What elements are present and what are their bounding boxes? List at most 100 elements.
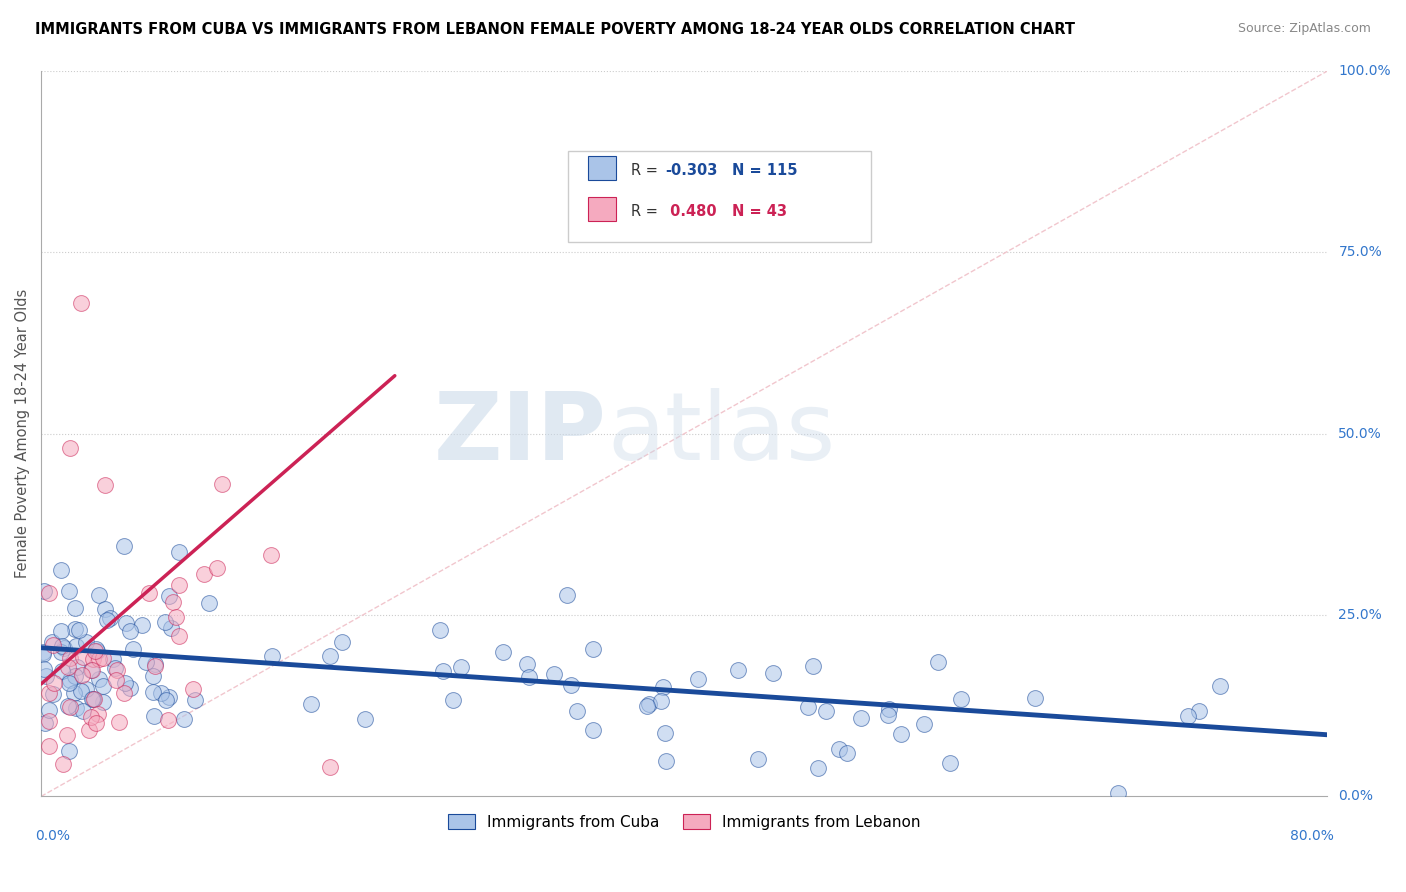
Point — [153, 615, 176, 629]
Point — [927, 655, 949, 669]
Text: -0.303: -0.303 — [665, 162, 717, 178]
Point — [143, 657, 166, 671]
Point — [429, 624, 451, 638]
Point — [51, 664, 73, 678]
Point — [567, 704, 589, 718]
Point — [142, 709, 165, 723]
Point — [160, 621, 183, 635]
Point — [77, 723, 100, 738]
Text: N = 115: N = 115 — [731, 162, 797, 178]
Point — [89, 651, 111, 665]
Point — [835, 746, 858, 760]
Point — [1188, 704, 1211, 718]
Point — [319, 649, 342, 664]
Point — [83, 691, 105, 706]
Point — [56, 660, 79, 674]
Point — [450, 660, 472, 674]
Text: 100.0%: 100.0% — [1339, 64, 1391, 78]
Point — [1209, 679, 1232, 693]
Point — [806, 761, 828, 775]
Point — [142, 669, 165, 683]
Point — [59, 673, 82, 687]
Point — [38, 714, 60, 728]
Point — [59, 651, 82, 665]
Text: atlas: atlas — [607, 388, 835, 480]
Point — [142, 685, 165, 699]
FancyBboxPatch shape — [568, 151, 870, 242]
Point — [103, 651, 125, 665]
Text: 80.0%: 80.0% — [1289, 829, 1334, 843]
Point — [38, 703, 60, 717]
Point — [91, 651, 114, 665]
Point — [70, 296, 93, 310]
Text: R =: R = — [631, 204, 664, 219]
Point — [319, 760, 342, 774]
Point — [66, 659, 89, 673]
Point — [38, 739, 60, 753]
Point — [65, 600, 87, 615]
Point — [58, 743, 80, 757]
Point — [815, 704, 838, 718]
Point — [167, 577, 190, 591]
Point — [803, 659, 825, 673]
Text: 0.480: 0.480 — [665, 204, 717, 219]
Point — [877, 702, 900, 716]
Point — [91, 679, 114, 693]
Point — [94, 477, 117, 491]
Point — [912, 716, 935, 731]
Point — [75, 635, 97, 649]
Point — [516, 657, 538, 671]
Point — [1177, 709, 1199, 723]
Point — [652, 680, 675, 694]
Point — [104, 673, 127, 687]
Point — [32, 584, 55, 599]
Point — [112, 686, 135, 700]
Point — [41, 687, 63, 701]
Point — [62, 686, 84, 700]
Point — [58, 699, 80, 714]
Point — [63, 669, 86, 683]
Point — [82, 664, 104, 678]
Point — [59, 442, 82, 456]
Point — [211, 477, 233, 491]
Point — [91, 695, 114, 709]
Point — [41, 635, 63, 649]
Point — [80, 710, 103, 724]
Point — [65, 623, 87, 637]
Point — [517, 670, 540, 684]
Point — [432, 664, 454, 678]
Point — [108, 714, 131, 729]
Text: 0.0%: 0.0% — [35, 829, 70, 843]
Point — [173, 712, 195, 726]
Point — [72, 649, 94, 664]
Point — [205, 560, 228, 574]
Point — [32, 662, 55, 676]
Point — [44, 675, 66, 690]
Point — [75, 681, 97, 696]
Point — [688, 672, 710, 686]
Point — [114, 676, 136, 690]
Point — [82, 691, 104, 706]
Point — [330, 635, 353, 649]
Text: 25.0%: 25.0% — [1339, 608, 1382, 622]
FancyBboxPatch shape — [588, 197, 616, 221]
Point — [157, 589, 180, 603]
Point — [34, 715, 56, 730]
Point — [103, 661, 125, 675]
Text: 75.0%: 75.0% — [1339, 245, 1382, 260]
Point — [193, 567, 215, 582]
Point — [131, 618, 153, 632]
Point — [167, 545, 190, 559]
Point — [441, 693, 464, 707]
Point — [582, 723, 605, 738]
Point — [34, 669, 56, 683]
Point — [58, 676, 80, 690]
Point — [582, 642, 605, 657]
Point — [87, 588, 110, 602]
Text: Source: ZipAtlas.com: Source: ZipAtlas.com — [1237, 22, 1371, 36]
Point — [120, 681, 142, 696]
Point — [1107, 786, 1129, 800]
Point — [638, 697, 661, 711]
Point — [56, 729, 79, 743]
Legend: Immigrants from Cuba, Immigrants from Lebanon: Immigrants from Cuba, Immigrants from Le… — [441, 808, 927, 836]
